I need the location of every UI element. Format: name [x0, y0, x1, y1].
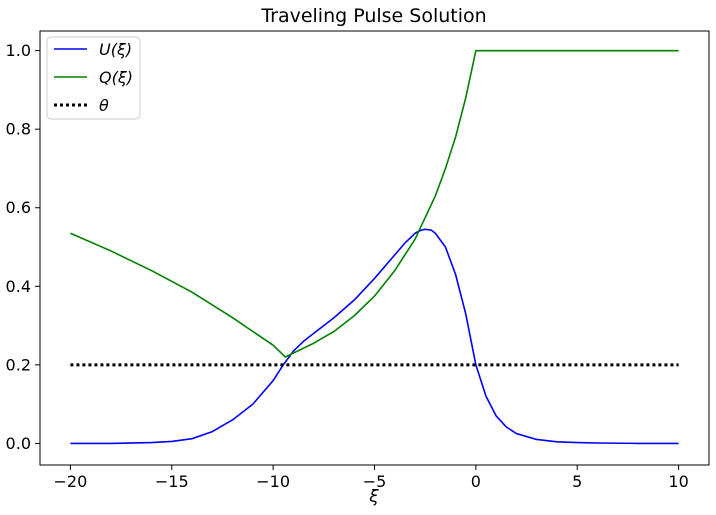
y-tick-label: 0.2 — [6, 355, 31, 374]
legend-label-0: U(ξ) — [99, 40, 132, 59]
y-tick-label: 0.0 — [6, 434, 31, 453]
series-line-0 — [70, 228, 679, 445]
y-tick-label: 1.0 — [6, 41, 31, 60]
y-tick-label: 0.6 — [6, 198, 31, 217]
x-tick-label: −20 — [54, 472, 88, 491]
x-tick-label: −5 — [363, 472, 387, 491]
x-tick-label: −15 — [155, 472, 189, 491]
legend-label-2: θ — [99, 96, 109, 115]
legend-label-1: Q(ξ) — [99, 68, 133, 87]
series-line-1 — [70, 49, 679, 358]
tick-group: −20 −15 −10 −5 0 5 10 0.0 0.2 0.4 0.6 0.8 1.0 — [6, 41, 689, 491]
x-tick-label: −10 — [256, 472, 290, 491]
y-tick-label: 0.8 — [6, 120, 31, 139]
y-tick-label: 0.4 — [6, 277, 31, 296]
chart-title: Traveling Pulse Solution — [260, 5, 486, 27]
x-tick-label: 0 — [471, 472, 481, 491]
x-axis-label: ξ — [368, 487, 379, 507]
legend-box — [46, 36, 141, 120]
x-tick-label: 10 — [668, 472, 688, 491]
legend: U(ξ) Q(ξ) θ — [46, 36, 141, 120]
x-tick-label: 5 — [572, 472, 582, 491]
